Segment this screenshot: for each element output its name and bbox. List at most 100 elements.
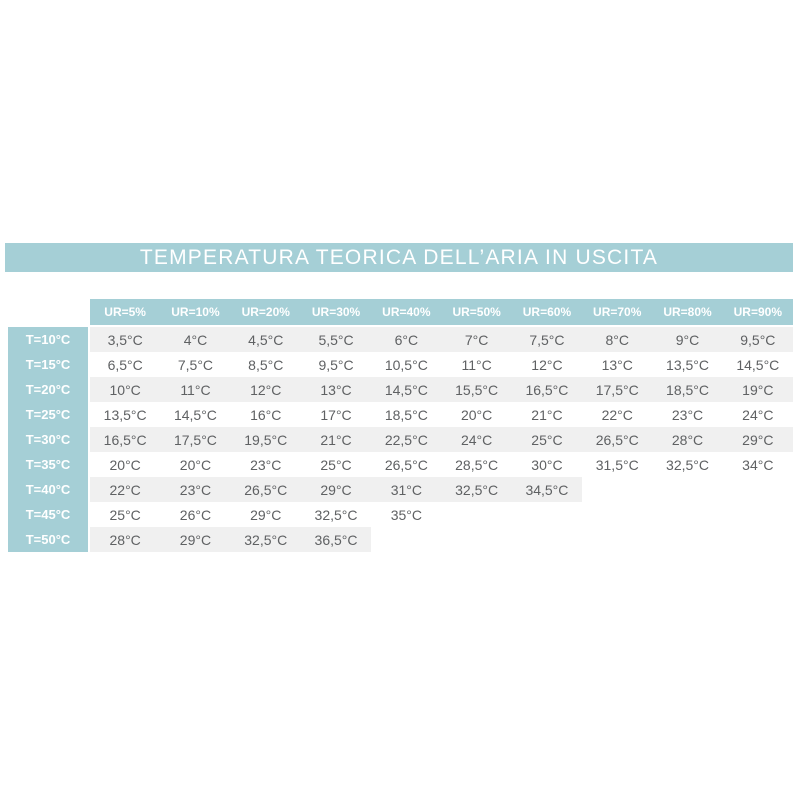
value-cell [652,477,722,502]
column-header: UR=90% [733,305,782,319]
column-header: UR=80% [663,305,712,319]
row-header: T=15°C [8,352,88,377]
value-cell [441,502,511,527]
column-header: UR=50% [452,305,501,319]
value-cell: 16°C [250,406,282,423]
table-title-bar: TEMPERATURA TEORICA DELL’ARIA IN USCITA [5,243,793,272]
value-cell [582,527,652,552]
value-cell: 6,5°C [107,356,143,373]
table-row: T=10°C 3,5°C 4°C 4,5°C 5,5°C 6°C 7°C 7,5°C 8°C 9°… [8,327,793,352]
value-cell: 4°C [160,327,231,352]
value-cell [723,477,793,502]
value-cell: 35°C [390,506,422,523]
value-cell: 18,5°C [384,406,428,423]
column-header-row: UR=5% UR=10% UR=20% UR=30% UR=40% UR=50% UR=60… [90,299,793,325]
value-cell [652,502,722,527]
value-cell: 32,5°C [230,527,301,552]
value-cell: 12°C [230,377,301,402]
value-cell: 17°C [320,406,352,423]
value-cell: 24°C [742,406,774,423]
value-cell: 21°C [300,427,372,452]
row-header: T=25°C [8,402,88,427]
value-cell: 14,5°C [371,377,442,402]
column-header: UR=30% [311,305,361,319]
value-cell: 13°C [300,377,372,402]
column-header: UR=10% [171,305,220,319]
value-cell: 23°C [250,456,282,473]
table-row: T=45°C 25°C 26°C 29°C 32,5°C 35°C [8,502,793,527]
value-cell: 26,5°C [384,456,428,473]
value-cell: 16,5°C [90,427,161,452]
value-cell: 4,5°C [230,327,301,352]
value-cell: 30°C [531,456,563,473]
value-cell: 34,5°C [511,477,583,502]
value-cell: 7,5°C [177,356,214,373]
value-cell: 19,5°C [230,427,301,452]
value-cell: 36,5°C [300,527,372,552]
table-row: T=50°C 28°C 29°C 32,5°C 36,5°C [8,527,793,552]
temperature-table: UR=5% UR=10% UR=20% UR=30% UR=40% UR=50% UR=60… [8,299,793,552]
value-cell: 11°C [461,356,492,373]
value-cell: 29°C [300,477,372,502]
value-cell: 17,5°C [582,377,653,402]
value-cell: 23°C [160,477,231,502]
value-cell: 13,5°C [103,406,147,423]
value-cell [582,477,652,502]
column-header: UR=60% [522,305,572,319]
value-cell: 11°C [160,377,231,402]
table-row: T=20°C 10°C 11°C 12°C 13°C 14,5°C 15,5°C 16,5°C… [8,377,793,402]
value-cell [723,502,793,527]
row-header: T=50°C [8,527,88,552]
row-header: T=20°C [8,377,88,402]
table-title: TEMPERATURA TEORICA DELL’ARIA IN USCITA [139,245,659,269]
value-cell: 13,5°C [666,356,709,373]
value-cell: 8,5°C [248,356,284,373]
value-cell [723,527,793,552]
value-cell: 15,5°C [441,377,512,402]
value-cell: 28°C [652,427,723,452]
value-cell: 9°C [652,327,723,352]
value-cell: 31,5°C [595,456,639,473]
column-header: UR=20% [241,305,290,319]
value-cell: 14,5°C [173,406,217,423]
column-header: UR=40% [382,305,431,319]
value-cell: 24°C [441,427,512,452]
value-cell: 22°C [601,406,633,423]
value-cell: 20°C [460,406,493,423]
value-cell: 25°C [511,427,583,452]
value-cell: 8°C [582,327,653,352]
value-cell [582,502,652,527]
value-cell: 13°C [601,356,633,373]
value-cell: 23°C [671,406,704,423]
value-cell: 3,5°C [90,327,161,352]
row-header: T=35°C [8,452,88,477]
value-cell: 31°C [371,477,442,502]
row-header: T=45°C [8,502,88,527]
value-cell [512,502,582,527]
value-cell: 12°C [531,356,563,373]
value-cell [652,527,722,552]
value-cell: 28,5°C [455,456,499,473]
value-cell: 6°C [371,327,442,352]
value-cell: 20°C [109,456,141,473]
value-cell: 25°C [109,506,141,523]
value-cell: 32,5°C [314,506,358,523]
value-cell: 22,5°C [371,427,442,452]
value-cell [371,527,441,552]
value-cell: 26°C [179,506,212,523]
value-cell: 32,5°C [666,456,709,473]
value-cell: 21°C [531,406,563,423]
row-header: T=40°C [8,477,88,502]
value-cell: 7,5°C [511,327,583,352]
column-header: UR=70% [593,305,642,319]
value-cell: 5,5°C [300,327,372,352]
value-cell: 32,5°C [441,477,512,502]
table-row: T=25°C 13,5°C 14,5°C 16°C 17°C 18,5°C 20°C 21°C… [8,402,793,427]
value-cell: 17,5°C [160,427,231,452]
value-cell: 29°C [160,527,231,552]
value-cell: 10°C [90,377,161,402]
column-header: UR=5% [104,305,146,319]
value-cell: 19°C [722,377,793,402]
value-cell: 20°C [179,456,212,473]
